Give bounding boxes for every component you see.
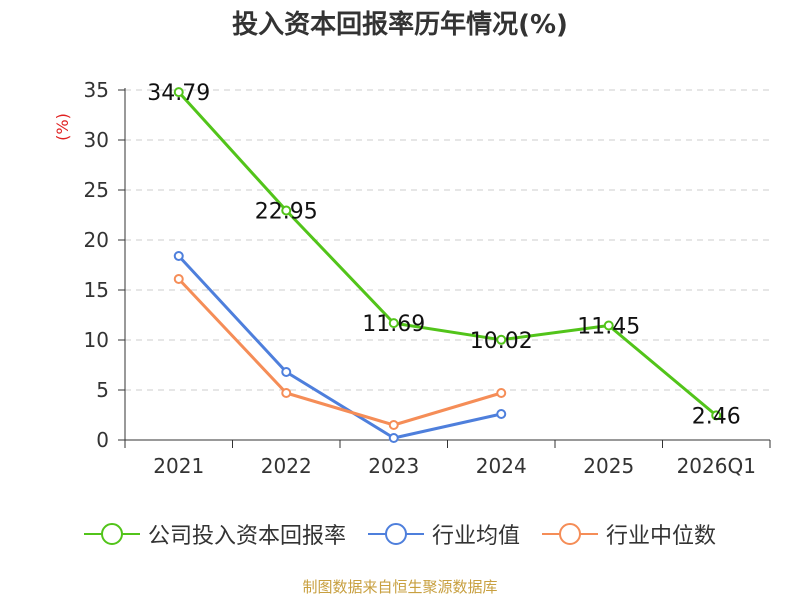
data-point-company-roic bbox=[388, 318, 399, 329]
y-axis-label: (%) bbox=[53, 113, 72, 141]
data-point-company-roic bbox=[173, 87, 184, 98]
data-point-company-roic bbox=[603, 320, 614, 331]
legend-label-mean: 行业均值 bbox=[431, 524, 520, 549]
legend-item-industry-mean[interactable]: 行业均值 bbox=[367, 518, 520, 550]
data-point-industry-median bbox=[281, 388, 292, 398]
x-tick-label: 2023 bbox=[368, 454, 419, 478]
legend-item-industry-median[interactable]: 行业中位数 bbox=[542, 518, 716, 550]
data-label: 22.95 bbox=[255, 200, 318, 225]
legend-label-median: 行业中位数 bbox=[606, 524, 717, 549]
series-line-company-roic bbox=[177, 91, 718, 417]
x-tick-label: 2021 bbox=[153, 454, 204, 478]
data-label: 11.45 bbox=[577, 315, 640, 340]
data-point-industry-median bbox=[388, 420, 399, 430]
data-label: 11.69 bbox=[362, 312, 425, 337]
data-point-industry-median bbox=[173, 274, 184, 284]
y-tick-label: 25 bbox=[84, 178, 109, 202]
x-tick-label: 2022 bbox=[261, 454, 312, 478]
y-tick-label: 5 bbox=[96, 378, 109, 402]
legend-marker-median bbox=[542, 523, 598, 545]
y-tick-label: 0 bbox=[96, 428, 109, 452]
y-tick-label: 30 bbox=[84, 128, 109, 152]
data-point-company-roic bbox=[281, 205, 292, 216]
x-tick-label: 2026Q1 bbox=[677, 454, 756, 478]
series-line-industry-median bbox=[177, 277, 502, 427]
y-tick-label: 15 bbox=[84, 278, 109, 302]
series-line-industry-mean bbox=[177, 254, 502, 440]
data-point-industry-mean bbox=[496, 409, 507, 419]
data-point-industry-mean bbox=[173, 251, 184, 261]
legend-item-company-roic[interactable]: 公司投入资本回报率 bbox=[83, 518, 346, 550]
legend-label-company: 公司投入资本回报率 bbox=[147, 524, 346, 549]
y-tick-label: 20 bbox=[84, 228, 109, 252]
chart-title: 投入资本回报率历年情况(%) bbox=[232, 10, 568, 40]
data-label: 2.46 bbox=[692, 404, 741, 429]
legend-marker-mean bbox=[367, 523, 424, 545]
legend-marker-company bbox=[83, 523, 140, 545]
data-point-industry-mean bbox=[388, 433, 399, 443]
data-point-industry-median bbox=[496, 388, 507, 398]
data-label: 10.02 bbox=[470, 329, 533, 354]
legend: 公司投入资本回报率 行业均值 行业中位数 bbox=[0, 518, 800, 550]
data-point-company-roic bbox=[496, 334, 507, 345]
data-point-company-roic bbox=[711, 410, 722, 421]
x-tick-label: 2025 bbox=[583, 454, 634, 478]
x-tick-label: 2024 bbox=[476, 454, 527, 478]
y-tick-label: 35 bbox=[84, 78, 109, 102]
source-note: 制图数据来自恒生聚源数据库 bbox=[302, 578, 498, 596]
data-point-industry-mean bbox=[281, 367, 292, 377]
y-tick-label: 10 bbox=[84, 328, 109, 352]
data-label: 34.79 bbox=[147, 81, 210, 106]
